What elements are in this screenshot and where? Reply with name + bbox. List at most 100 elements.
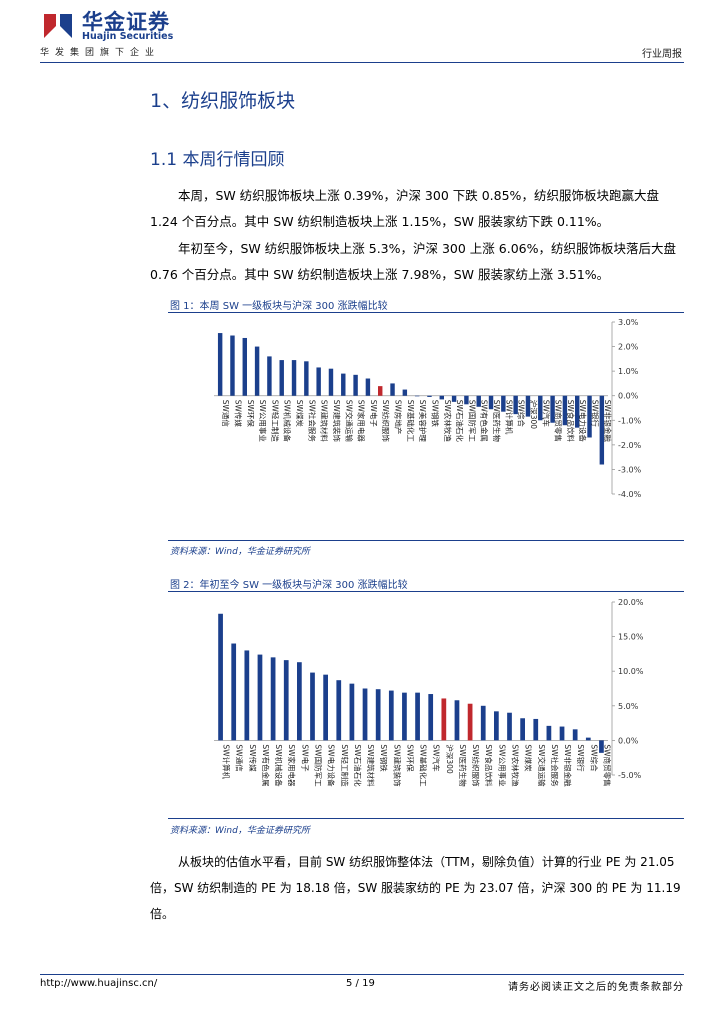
y-tick-label: 0.0% <box>618 392 639 401</box>
y-tick-label: -3.0% <box>618 465 642 474</box>
x-tick-label-1-23: SW计算机 <box>504 400 514 435</box>
x-tick-label-2-19: SW纺织服饰 <box>471 744 481 787</box>
bar-2-25 <box>546 725 552 741</box>
x-tick-label-1-8: SW建筑材料 <box>320 400 330 443</box>
bar-2-7 <box>310 672 315 741</box>
huajin-logo-icon <box>40 10 76 42</box>
x-tick-label-2-0: SW计算机 <box>222 744 232 779</box>
bar-1-26 <box>538 395 543 421</box>
bar-2-15 <box>415 692 420 741</box>
y-tick-label: 3.0% <box>618 318 639 327</box>
bar-2-24 <box>533 718 539 741</box>
x-tick-label-2-8: SW电力设备 <box>327 744 337 787</box>
x-tick-label-1-26: SW汽车 <box>541 400 551 428</box>
x-tick-label-2-27: SW银行 <box>576 744 586 772</box>
bar-1-11 <box>353 374 358 396</box>
bar-2-18 <box>454 700 460 741</box>
y-tick-label: -5.0% <box>618 771 642 780</box>
bar-1-15 <box>402 389 408 396</box>
paragraph-pe: 从板块的估值水平看，目前 SW 纺织服饰整体法（TTM，剔除负值）计算的行业 P… <box>150 855 681 921</box>
x-tick-label-1-24: SW综合 <box>517 400 527 428</box>
x-tick-label-1-12: SW电子 <box>369 400 379 428</box>
bar-1-20 <box>464 395 469 405</box>
x-tick-label-1-9: SW建筑装饰 <box>332 400 342 443</box>
x-tick-label-2-6: SW电子 <box>300 744 310 772</box>
page-number: 5 / 19 <box>346 978 375 989</box>
x-tick-label-2-25: SW社会服务 <box>550 744 560 787</box>
x-tick-label-2-21: SW公用事业 <box>497 744 507 787</box>
figure-1-source: 资料来源：Wind，华金证券研究所 <box>170 547 310 557</box>
x-tick-label-2-3: SW有色金属 <box>261 744 271 786</box>
x-tick-label-1-22: SW医药生物 <box>492 400 502 443</box>
report-type: 行业周报 <box>642 49 682 60</box>
bar-1-16 <box>414 395 420 397</box>
bar-2-20 <box>480 705 486 741</box>
bar-2-14 <box>402 692 407 741</box>
figure-1-title: 图 1：本周 SW 一级板块与沪深 300 涨跌幅比较 <box>170 301 388 312</box>
figure-1-bottom-rule <box>168 540 684 541</box>
x-tick-label-2-7: SW国防军工 <box>314 744 324 787</box>
x-tick-label-1-6: SW煤炭 <box>295 400 305 428</box>
bar-1-28 <box>562 395 568 426</box>
bar-2-0 <box>218 613 223 741</box>
x-tick-label-2-17: 沪深300 <box>445 744 455 774</box>
bar-2-19 <box>467 703 473 741</box>
x-tick-label-1-7: SW社会服务 <box>307 400 317 443</box>
x-tick-label-1-16: SW美容护理 <box>418 400 428 443</box>
bar-2-9 <box>336 680 342 741</box>
figure-2-bottom-rule <box>168 818 684 819</box>
x-tick-label-2-10: SW石油石化 <box>353 744 363 787</box>
x-tick-label-2-2: SW传媒 <box>248 744 258 772</box>
x-tick-label-2-28: SW综合 <box>589 744 599 772</box>
bar-2-6 <box>297 662 302 741</box>
x-tick-label-1-20: SW国防军工 <box>467 400 477 443</box>
bar-1-18 <box>439 395 444 400</box>
bar-2-1 <box>231 643 237 741</box>
section-title: 1、纺织服饰板块 <box>150 90 296 112</box>
bar-2-26 <box>559 726 565 741</box>
bar-1-12 <box>365 378 371 396</box>
x-tick-label-2-20: SW食品饮料 <box>484 744 494 787</box>
x-tick-label-2-14: SW环保 <box>405 744 414 772</box>
chart-ytd: 20.0% 15.0% 10.0% 5.0% 0.0% -5.0% SW计算机 SW通信 SW传… <box>214 598 644 787</box>
bar-1-14 <box>390 383 395 396</box>
section-subtitle: 1.1 本周行情回顾 <box>150 150 285 170</box>
x-tick-label-2-23: SW煤炭 <box>524 744 534 772</box>
bar-1-4 <box>267 356 272 396</box>
x-tick-label-2-1: SW通信 <box>235 744 245 772</box>
x-tick-label-2-29: SW商贸零售 <box>602 744 612 786</box>
bar-2-10 <box>349 683 355 741</box>
bar-1-29 <box>575 395 580 428</box>
bar-1-9 <box>328 368 334 396</box>
bar-1-24 <box>513 395 518 415</box>
x-tick-label-1-3: SW公用事业 <box>258 400 268 443</box>
bar-1-21 <box>476 395 481 407</box>
bar-1-10 <box>341 373 346 396</box>
x-tick-label-2-16: SW汽车 <box>432 744 442 772</box>
bar-1-3 <box>254 346 260 396</box>
bar-1-22 <box>488 395 494 410</box>
bar-2-8 <box>323 674 328 741</box>
footer-url[interactable]: http://www.huajinsc.cn/ <box>40 978 158 989</box>
bar-1-17 <box>427 395 432 397</box>
x-tick-label-2-12: SW钢铁 <box>379 744 389 772</box>
x-tick-label-1-14: SW房地产 <box>394 400 404 435</box>
figure-2-title: 图 2：年初至今 SW 一级板块与沪深 300 涨跌幅比较 <box>170 580 408 591</box>
x-tick-label-1-4: SW轻工制造 <box>270 400 280 443</box>
x-tick-label-2-13: SW建筑装饰 <box>392 744 402 787</box>
figure-2-source: 资料来源：Wind，华金证券研究所 <box>170 826 310 836</box>
bar-2-4 <box>270 657 276 741</box>
x-tick-label-2-9: SW轻工制造 <box>340 744 350 787</box>
bar-1-19 <box>451 395 457 402</box>
x-tick-label-1-13: SW纺织服饰 <box>381 400 391 443</box>
bar-2-3 <box>257 654 263 741</box>
x-tick-label-1-0: SW通信 <box>221 400 231 428</box>
bar-1-27 <box>550 395 555 423</box>
bar-2-27 <box>572 729 578 741</box>
bar-1-31 <box>599 395 605 465</box>
bar-2-21 <box>494 711 499 741</box>
bar-1-23 <box>501 395 506 412</box>
x-tick-label-2-11: SW建筑材料 <box>366 744 376 787</box>
disclaimer-note: 请务必阅读正文之后的免责条款部分 <box>508 982 684 993</box>
logo-text-cn: 华金证券 <box>82 10 170 34</box>
